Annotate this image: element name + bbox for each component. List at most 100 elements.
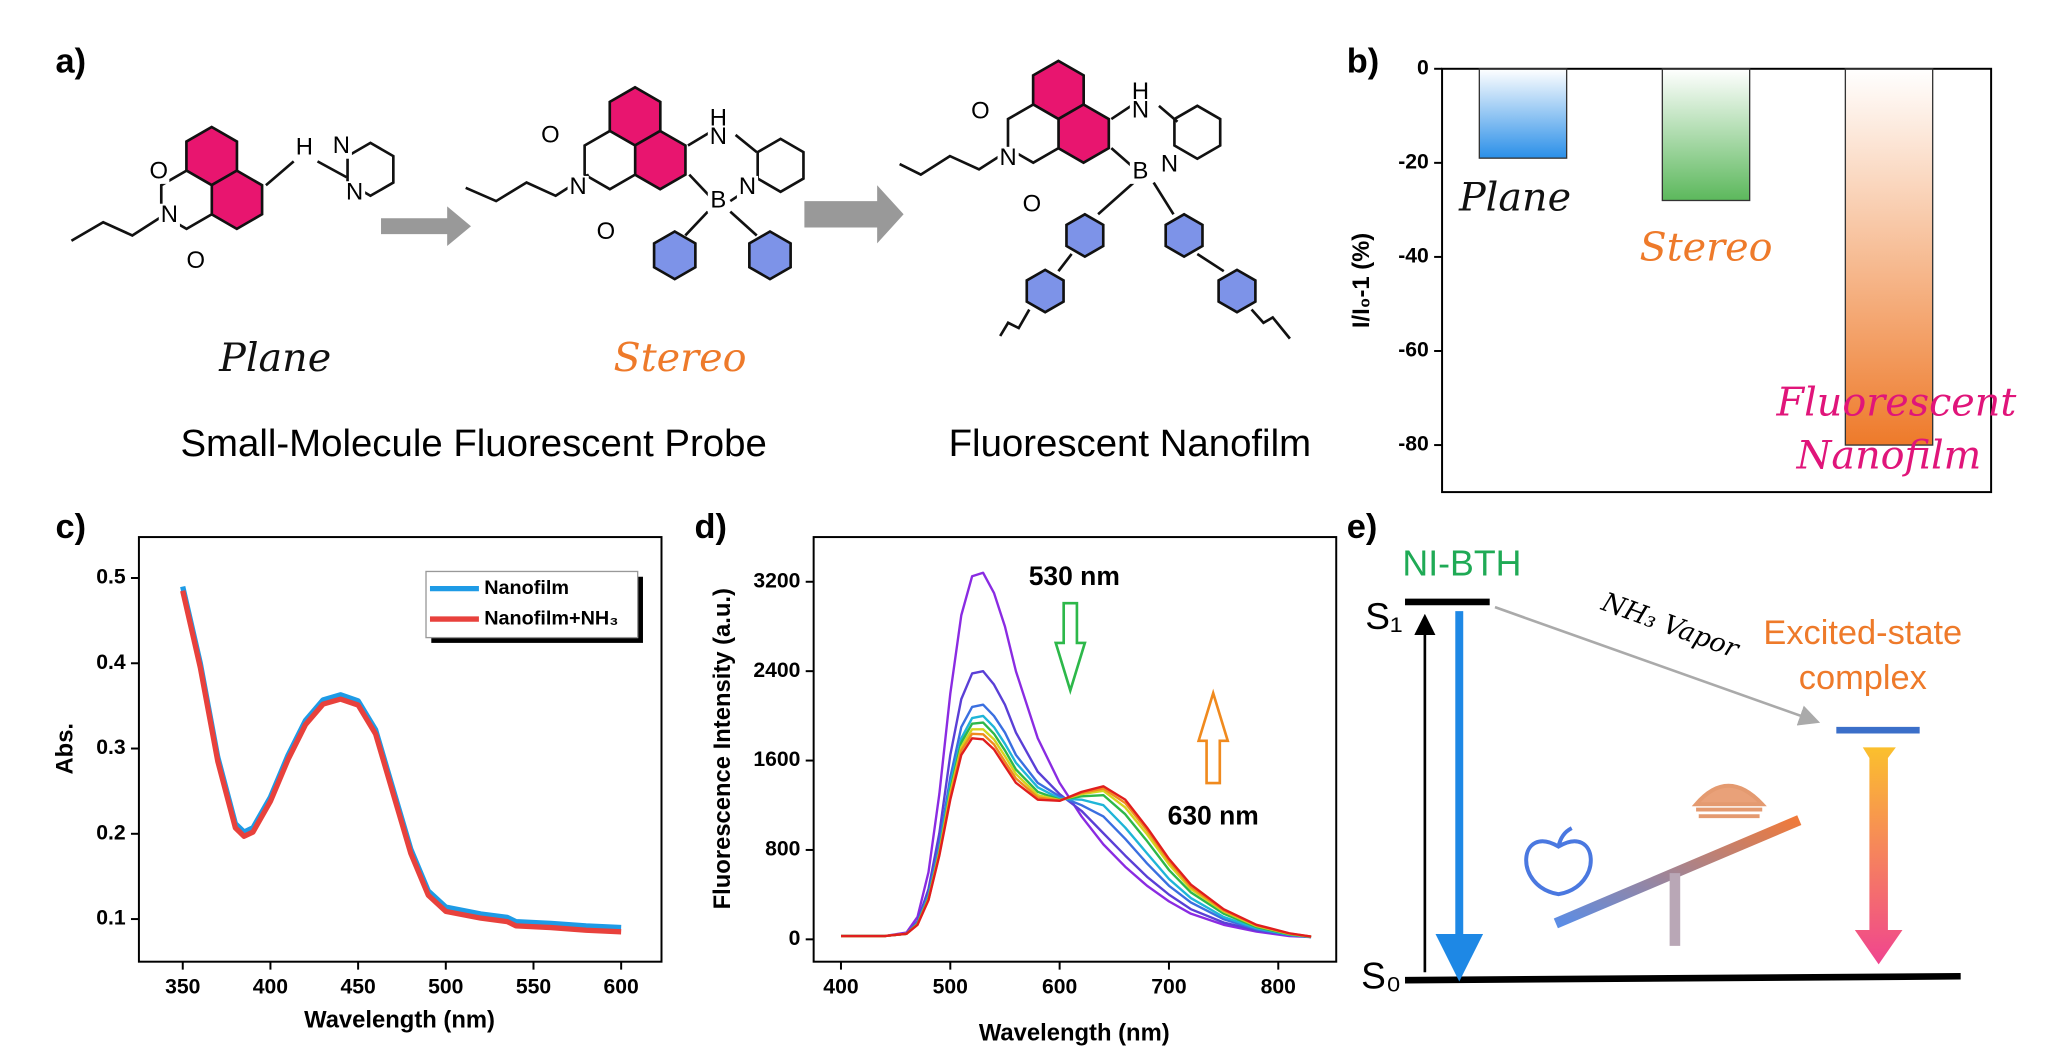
atom-bg [148, 160, 170, 184]
ring [633, 129, 687, 191]
y-tick-label: -40 [1398, 245, 1429, 268]
energy-diagram [1404, 598, 1961, 984]
ring [652, 229, 697, 281]
atom-bg [1129, 80, 1152, 105]
atom-label: N [333, 132, 350, 159]
plot-frame [812, 536, 1338, 963]
decrease-arrow [1053, 601, 1087, 696]
bar [1478, 68, 1568, 159]
x-tick-label: 400 [823, 976, 858, 999]
bond [1196, 252, 1225, 273]
complex-emission-arrow [1854, 747, 1903, 965]
atom-bg [1021, 193, 1043, 217]
category-label-box: Stereo [1639, 224, 1773, 272]
caption: Stereo [614, 335, 747, 381]
atom-label: N [739, 173, 756, 200]
x-tick-label: 500 [428, 976, 463, 999]
atom-label: B [710, 186, 726, 213]
y-axis-label: Fluorescence Intensity (a.u.) [709, 588, 736, 909]
y-tick-label: -80 [1398, 433, 1429, 456]
seesaw [1553, 815, 1802, 929]
atom-bg [1158, 153, 1181, 178]
atom-bg [293, 136, 315, 161]
y-tick-label: -60 [1398, 339, 1429, 362]
y-tick-label: 2400 [753, 659, 800, 682]
bond [1158, 104, 1179, 123]
bond [729, 210, 758, 237]
atom-bg [1129, 99, 1152, 124]
bond [316, 160, 348, 179]
ground-level [1404, 972, 1961, 984]
panel-label: b) [1347, 43, 1379, 81]
complex-label: Excited-state [1763, 614, 1962, 652]
ring [756, 137, 805, 194]
atom-label: N [1132, 96, 1149, 123]
atom-label: N [1161, 151, 1178, 178]
x-tick-label: 450 [340, 976, 375, 999]
atom-label: O [150, 157, 169, 184]
ring [748, 229, 792, 281]
x-tick-label: 550 [516, 976, 551, 999]
atom-bg [343, 181, 366, 206]
data-line [841, 571, 1312, 939]
legend-label: Nanofilm [484, 577, 569, 599]
bond [265, 160, 295, 187]
ring [210, 169, 264, 231]
atom-bg [997, 146, 1019, 171]
x-axis-label: Wavelength (nm) [979, 1020, 1170, 1047]
data-line [180, 590, 622, 935]
bar [1661, 68, 1751, 202]
x-axis-label: Wavelength (nm) [304, 1007, 495, 1034]
bond [999, 308, 1031, 337]
y-tick-label: 0 [789, 927, 801, 950]
category-label: Fluorescent Nanofilm [1776, 379, 2017, 479]
level-label: S₁ [1365, 595, 1402, 637]
level-label: S₀ [1361, 955, 1401, 997]
data-line [180, 585, 622, 931]
atom-bg [969, 100, 991, 125]
atom-bg [185, 250, 207, 274]
x-tick-label: 500 [933, 976, 968, 999]
x-tick-label: 800 [1261, 976, 1296, 999]
panel-label: a) [56, 43, 87, 81]
atom-bg [736, 175, 759, 200]
group-caption: Fluorescent Nanofilm [949, 422, 1311, 465]
atom-bg [539, 124, 561, 149]
x-tick-label: 350 [165, 976, 200, 999]
ring [1164, 212, 1204, 259]
molecule-label: NI-BTH [1402, 544, 1521, 584]
ring [1056, 102, 1111, 165]
plot-frame [137, 536, 663, 963]
atom-label: B [1132, 157, 1148, 184]
panel-label: e) [1347, 508, 1378, 546]
y-tick-label: 0.4 [96, 651, 126, 674]
atom-bg [707, 189, 729, 213]
atom-bg [1129, 160, 1152, 184]
x-tick-label: 600 [1042, 976, 1077, 999]
data-line [841, 728, 1312, 938]
legend-box [425, 570, 639, 639]
atom-label: N [570, 173, 587, 200]
atom-bg [595, 220, 617, 245]
atom-label: N [346, 178, 363, 205]
y-axis-label: Abs. [51, 723, 78, 775]
reaction-arrows [381, 185, 904, 247]
bond [684, 210, 709, 237]
caption: Plane [218, 335, 331, 381]
bond [734, 133, 758, 154]
bond [1057, 253, 1073, 272]
atom-bg [330, 134, 352, 159]
atom-label: N [1000, 144, 1017, 171]
category-label: Stereo [1639, 224, 1773, 272]
atom-label: O [187, 247, 206, 274]
legend-label: Nanofilm+NH₃ [484, 607, 618, 629]
burger-icon [1691, 783, 1767, 819]
atom-label: O [597, 218, 616, 245]
y-axis-label: I/I₀-1 (%) [1348, 233, 1375, 328]
atom-bg [707, 107, 729, 131]
y-tick-label: 0.3 [96, 736, 125, 759]
bond [1152, 181, 1175, 215]
y-tick-label: 3200 [753, 569, 800, 592]
